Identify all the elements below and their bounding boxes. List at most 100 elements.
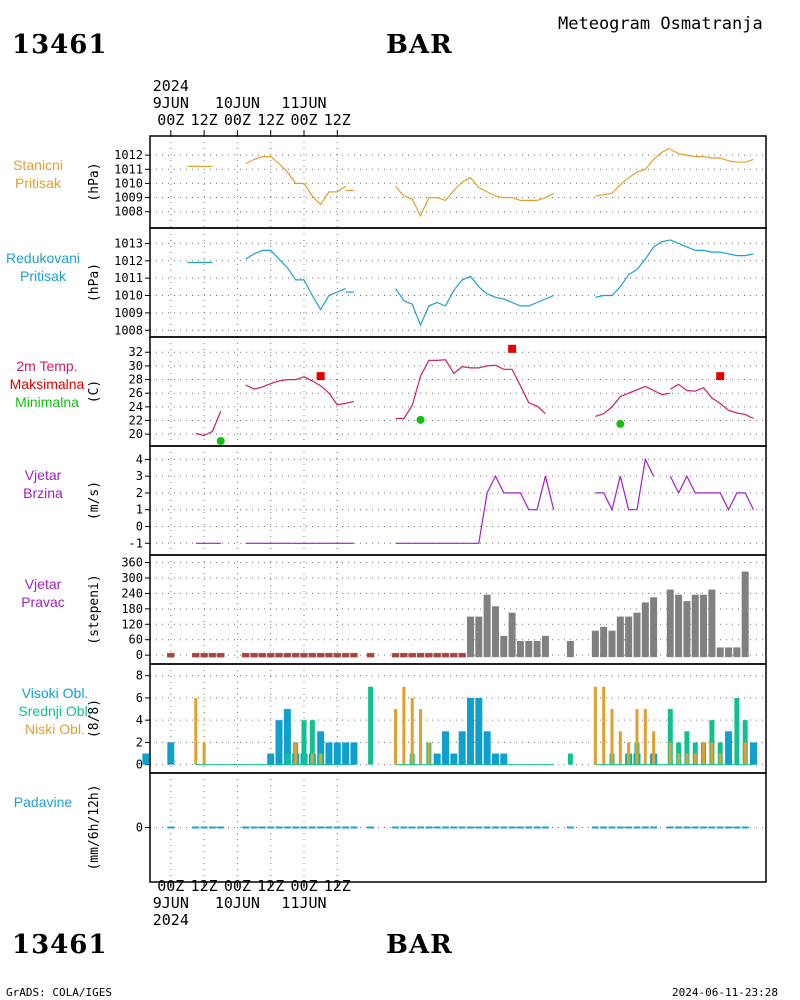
cloud-bar-1-2 bbox=[301, 720, 307, 765]
cloud-bar-0-26 bbox=[750, 742, 758, 765]
precip-bar-43 bbox=[616, 826, 624, 829]
top-time-label-4-line3: 00Z bbox=[290, 111, 318, 129]
bar-33 bbox=[500, 635, 508, 658]
cloud-bar-0-20 bbox=[491, 753, 499, 765]
bar-calm-8 bbox=[266, 652, 275, 658]
precip-bar-54 bbox=[716, 826, 724, 829]
bar-56 bbox=[733, 647, 741, 658]
station-name-top: BAR bbox=[386, 30, 453, 60]
precip-bar-44 bbox=[625, 826, 633, 829]
precip-bar-28 bbox=[458, 826, 466, 829]
bar-calm-12 bbox=[300, 652, 308, 658]
label-temp-l1: 2m Temp. bbox=[16, 358, 78, 374]
ytick-label-1-0: 1008 bbox=[114, 205, 143, 219]
cloud-bar-2-2 bbox=[294, 742, 298, 765]
bar-52 bbox=[700, 594, 708, 658]
top-time-label-4: 11JUN 00Z bbox=[264, 78, 344, 129]
precip-bar-48 bbox=[666, 826, 674, 829]
label-brzina-l1: Vjetar bbox=[24, 467, 62, 483]
bar-calm-19 bbox=[366, 652, 375, 658]
cloud-bar-0-9 bbox=[325, 742, 333, 765]
unit-label-3: (C) bbox=[87, 380, 102, 403]
cloud-bar-0-16 bbox=[458, 731, 466, 765]
bar-calm-10 bbox=[283, 652, 292, 658]
bar-32 bbox=[491, 606, 499, 658]
cloud-bar-2-24 bbox=[718, 753, 722, 765]
cloud-bar-0-13 bbox=[433, 753, 441, 765]
ytick-label-5-4: 240 bbox=[121, 586, 143, 600]
bar-calm-7 bbox=[258, 652, 267, 658]
top-time-label-3-line3: 12Z bbox=[257, 111, 285, 129]
bar-calm-2 bbox=[200, 652, 208, 658]
label-oblaci-l2: Srednji Obl. bbox=[18, 703, 92, 719]
bar-29 bbox=[466, 616, 474, 658]
ytick-label-5-1: 60 bbox=[129, 633, 143, 647]
bar-calm-23 bbox=[416, 652, 425, 658]
series-line-3-1 bbox=[245, 376, 355, 406]
ytick-label-1-3: 1011 bbox=[114, 162, 143, 176]
bar-calm-24 bbox=[425, 652, 433, 658]
cloud-bar-0-14 bbox=[442, 731, 450, 765]
bar-57 bbox=[741, 571, 749, 658]
precip-bar-23 bbox=[417, 826, 425, 829]
cloud-bar-0-15 bbox=[450, 753, 458, 765]
bar-calm-22 bbox=[408, 652, 416, 658]
series-line-2-4 bbox=[595, 239, 671, 298]
cloud-bar-1-14 bbox=[684, 731, 690, 765]
label-redukovani-l2: Pritisak bbox=[20, 268, 66, 284]
cloud-bar-2-7 bbox=[410, 697, 414, 765]
cloud-bar-2-12 bbox=[610, 709, 614, 765]
cloud-bar-0-11 bbox=[342, 742, 350, 765]
cloud-bar-0-18 bbox=[475, 697, 483, 765]
ytick-label-3-6: 32 bbox=[129, 345, 143, 359]
ytick-label-5-2: 120 bbox=[121, 617, 143, 631]
cloud-bar-1-8 bbox=[567, 753, 573, 765]
series-line-1-5 bbox=[670, 148, 754, 163]
top-time-label-2-line2: 10JUN bbox=[214, 94, 260, 112]
station-id-bottom: 13461 bbox=[12, 930, 108, 960]
ytick-label-6-2: 4 bbox=[136, 713, 143, 727]
bar-42 bbox=[608, 630, 616, 658]
cloud-bar-2-14 bbox=[627, 742, 631, 765]
series-line-1-4 bbox=[595, 147, 671, 197]
precip-bar-42 bbox=[608, 826, 616, 829]
label-brzina: Vjetar Brzina bbox=[0, 466, 98, 502]
precip-bar-13 bbox=[308, 826, 316, 829]
panel-2: 1008 1009 1010 1011 1012 1013 (hPa) bbox=[87, 227, 767, 338]
top-time-label-0-line3: 00Z bbox=[157, 111, 185, 129]
label-redukovani-l1: Redukovani bbox=[6, 250, 80, 266]
label-oblaci-l1: Visoki Obl. bbox=[21, 685, 89, 701]
min-marker-0 bbox=[216, 437, 225, 445]
panel-6: 0 2 4 6 8 (8/8) bbox=[87, 663, 767, 774]
label-temp-l3: Minimalna bbox=[15, 394, 79, 410]
precip-bar-11 bbox=[292, 826, 300, 829]
cloud-bar-0-12 bbox=[350, 742, 358, 765]
cloud-bar-2-23 bbox=[710, 742, 714, 765]
precip-bar-46 bbox=[641, 826, 649, 829]
precip-bar-34 bbox=[508, 826, 516, 829]
ytick-label-3-5: 30 bbox=[129, 359, 143, 373]
station-id-top: 13461 bbox=[12, 30, 108, 60]
cloud-bar-2-25 bbox=[743, 742, 747, 765]
bottom-time-label-0-line3: 2024 bbox=[152, 911, 189, 929]
precip-bar-57 bbox=[741, 826, 749, 829]
bar-36 bbox=[525, 641, 533, 658]
ytick-label-3-2: 24 bbox=[129, 400, 143, 414]
precip-bar-18 bbox=[350, 826, 358, 829]
bar-38 bbox=[541, 635, 549, 658]
series-line-2-1 bbox=[245, 249, 346, 311]
cloud-bar-0-1 bbox=[167, 742, 175, 765]
bar-50 bbox=[683, 601, 691, 658]
ytick-label-4-4: 3 bbox=[136, 469, 143, 483]
cloud-bar-2-15 bbox=[635, 709, 639, 765]
bar-49 bbox=[675, 594, 683, 658]
cloud-bar-2-20 bbox=[685, 753, 689, 765]
bar-calm-26 bbox=[441, 652, 450, 658]
bar-41 bbox=[600, 626, 608, 658]
bar-calm-25 bbox=[433, 652, 441, 658]
ytick-label-1-4: 1012 bbox=[114, 148, 143, 162]
label-oblaci-l3: Niski Obl. bbox=[25, 721, 85, 737]
panel-frame-3 bbox=[149, 336, 767, 447]
panel-frame-6 bbox=[149, 663, 767, 774]
bar-30 bbox=[475, 616, 483, 658]
